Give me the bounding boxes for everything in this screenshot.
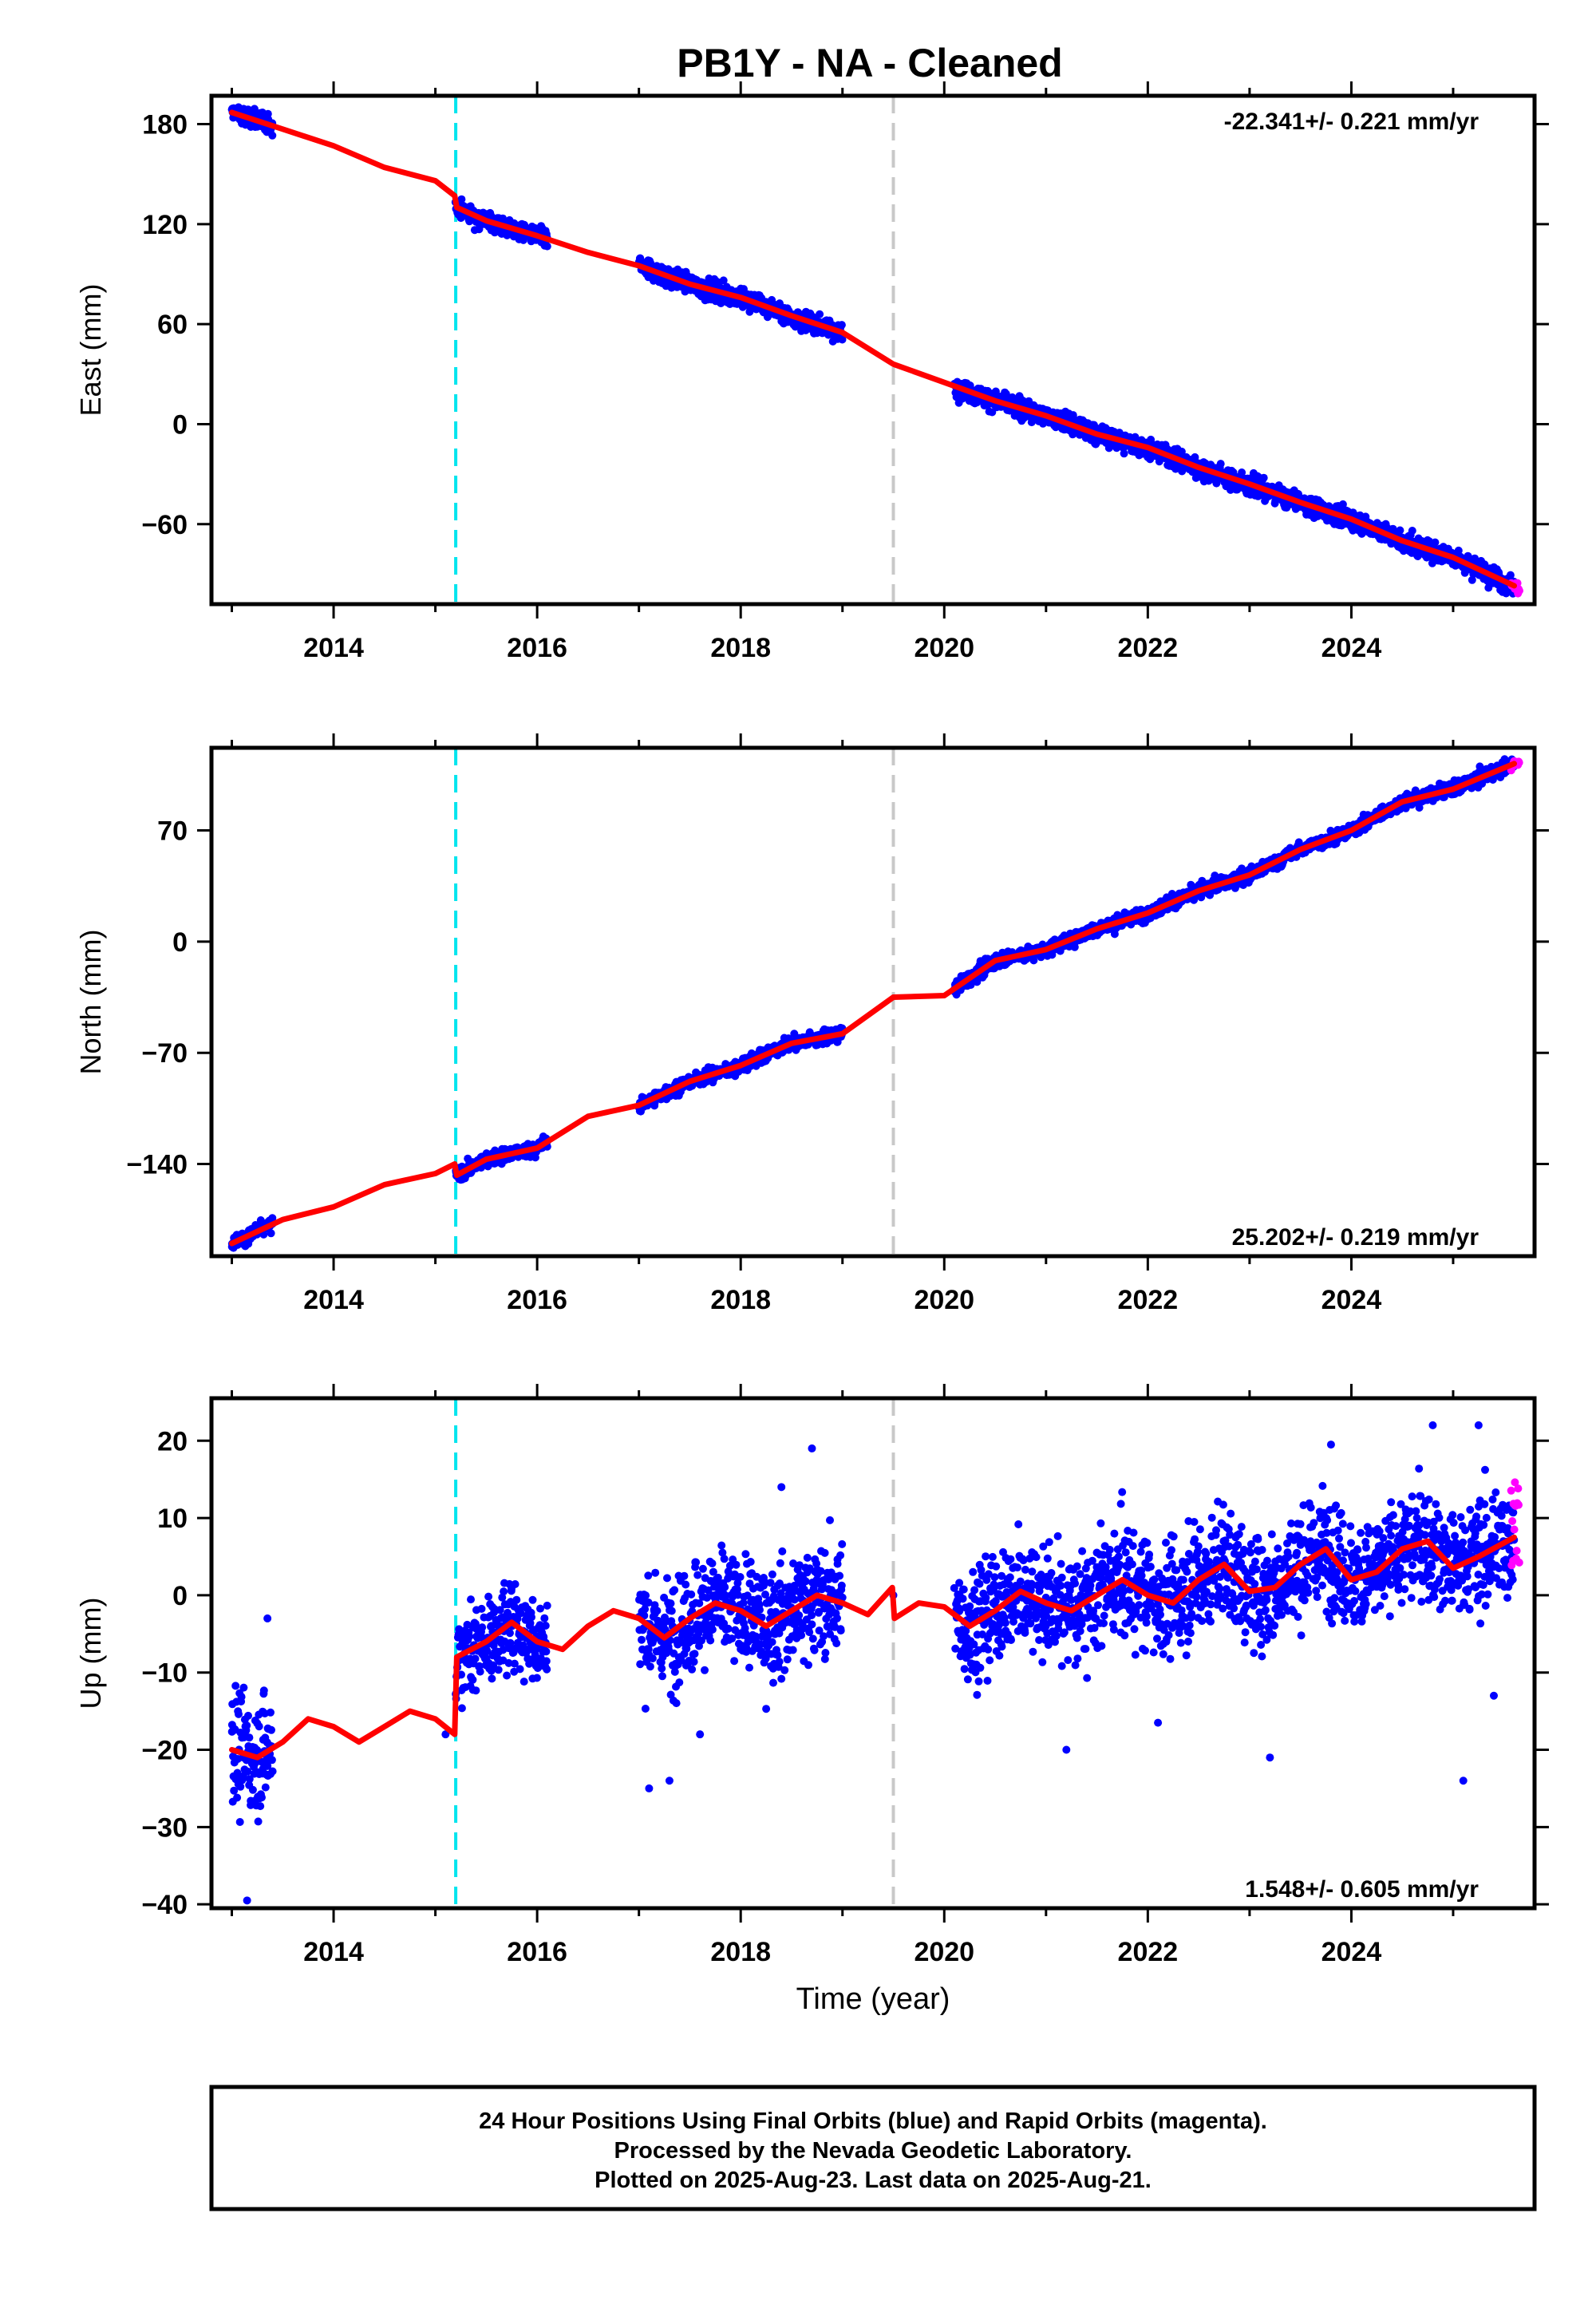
plot-area (227, 96, 1523, 604)
final-orbit-point (457, 195, 466, 204)
x-tick-label: 2022 (1118, 633, 1179, 663)
final-orbit-point (1431, 538, 1440, 547)
y-tick-label: 120 (142, 210, 188, 240)
final-orbit-point (719, 276, 728, 285)
x-tick-label: 2014 (303, 633, 364, 663)
final-orbit-point (1415, 804, 1424, 812)
x-tick-label: 2016 (507, 633, 567, 663)
final-orbit-point (250, 105, 259, 113)
final-orbit-point (837, 321, 846, 330)
y-tick-label: 180 (142, 110, 188, 140)
final-orbit-point (268, 1214, 277, 1223)
final-orbit-point (267, 1229, 275, 1238)
final-orbit-point (816, 310, 824, 318)
rapid-orbit-point (1515, 587, 1523, 595)
chart-panel-east: 180 120 60 0 −60 2014 2016 2018 2020 2022 2024 East… (74, 81, 1549, 663)
x-tick-label: 2020 (914, 633, 974, 663)
final-orbit-point (1238, 468, 1246, 476)
final-orbit-point (1454, 546, 1463, 555)
final-orbit-point (268, 131, 277, 140)
x-tick-label: 2024 (1321, 633, 1382, 663)
plot-area (227, 748, 1523, 1256)
final-orbit-point (1468, 575, 1476, 584)
final-orbit-point (1216, 460, 1225, 468)
final-orbit-point (1177, 447, 1186, 456)
velocity-rate-label: -22.341+/- 0.221 mm/yr (1224, 109, 1479, 135)
chart-title: PB1Y - NA - Cleaned (677, 41, 1062, 85)
final-orbit-point (1506, 571, 1515, 579)
final-orbit-point (1120, 449, 1128, 458)
final-orbit-point (1259, 473, 1268, 482)
plot-frame (209, 93, 1537, 607)
final-orbit-point (1338, 500, 1347, 508)
final-orbit-point (543, 242, 551, 251)
final-orbit-point (1029, 956, 1038, 965)
final-orbit-point (1471, 554, 1479, 563)
model-fit-line (229, 109, 1517, 589)
panels: 180 120 60 0 −60 2014 2016 2018 2020 2022 2024 East… (74, 81, 1549, 2016)
final-orbit-point (1178, 467, 1187, 476)
final-orbit-point (1408, 527, 1416, 535)
y-tick-label: −60 (141, 510, 188, 540)
y-axis-label: East (mm) (74, 284, 107, 417)
final-orbit-point (1396, 526, 1404, 535)
y-tick-label: 0 (172, 409, 188, 440)
x-tick-label: 2018 (710, 633, 771, 663)
y-tick-label: 60 (157, 310, 188, 340)
